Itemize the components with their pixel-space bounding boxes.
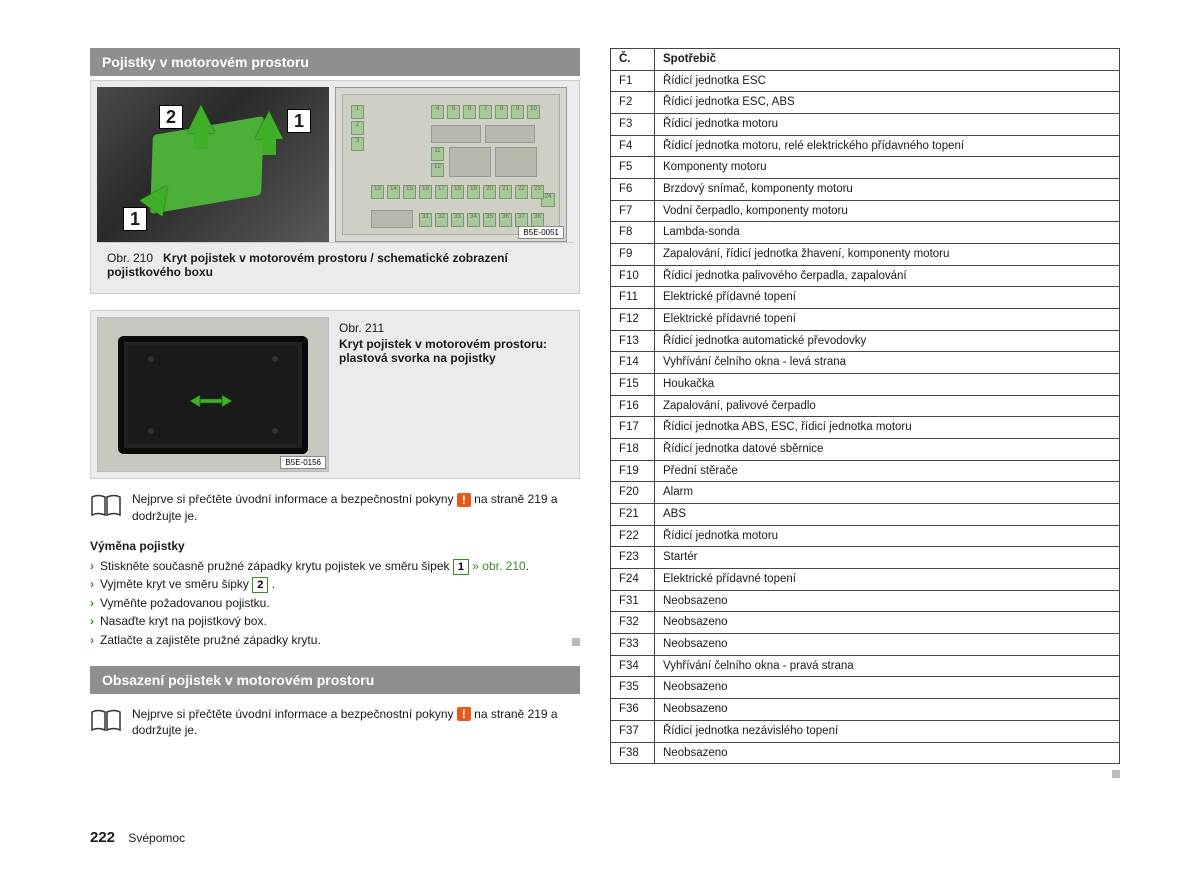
- section-header-fuses-engine: Pojistky v motorovém prostoru: [90, 48, 580, 76]
- figure-211-box: B5E-0156 Obr. 211 Kryt pojistek v motoro…: [90, 310, 580, 479]
- step-item: Stiskněte současně pružné západky krytu …: [90, 557, 580, 576]
- table-row: F16Zapalování, palivové čerpadlo: [611, 395, 1120, 417]
- figure-210-box: 2 1 1 11 12: [90, 80, 580, 294]
- step-item: Zatlačte a zajistěte pružné západky kryt…: [90, 631, 580, 650]
- figure-210-caption: Obr. 210 Kryt pojistek v motorovém prost…: [97, 242, 573, 287]
- step-item: Nasaďte kryt na pojistkový box.: [90, 612, 580, 631]
- table-row: F33Neobsazeno: [611, 634, 1120, 656]
- image-code-211: B5E-0156: [280, 456, 326, 469]
- table-row: F2Řídicí jednotka ESC, ABS: [611, 92, 1120, 114]
- steps-list: Stiskněte současně pružné západky krytu …: [90, 557, 580, 650]
- safety-note-2: Nejprve si přečtěte úvodní informace a b…: [90, 706, 580, 740]
- image-code-210: B5E-0051: [518, 226, 564, 239]
- figure-211-caption: Obr. 211 Kryt pojistek v motorovém prost…: [339, 317, 573, 365]
- table-row: F8Lambda-sonda: [611, 222, 1120, 244]
- table-row: F11Elektrické přídavné topení: [611, 287, 1120, 309]
- section-end-marker: [572, 638, 580, 646]
- step-item: Vyměňte požadovanou pojistku.: [90, 594, 580, 613]
- table-row: F14Vyhřívání čelního okna - levá strana: [611, 352, 1120, 374]
- left-column: Pojistky v motorovém prostoru 2 1 1: [90, 48, 580, 780]
- table-row: F34Vyhřívání čelního okna - pravá strana: [611, 655, 1120, 677]
- steps-heading: Výměna pojistky: [90, 539, 580, 553]
- table-row: F3Řídicí jednotka motoru: [611, 114, 1120, 136]
- table-row: F35Neobsazeno: [611, 677, 1120, 699]
- table-row: F1Řídicí jednotka ESC: [611, 70, 1120, 92]
- section-header-fuse-assignment: Obsazení pojistek v motorovém prostoru: [90, 666, 580, 694]
- figure-210-schematic: 11 12 24 123456789101314151617181920: [335, 87, 567, 242]
- table-row: F37Řídicí jednotka nezávislého topení: [611, 720, 1120, 742]
- page-number: 222: [90, 829, 115, 846]
- table-row: F19Přední stěrače: [611, 460, 1120, 482]
- clip-icon: [188, 391, 234, 411]
- warning-icon: !: [457, 707, 471, 721]
- table-row: F15Houkačka: [611, 374, 1120, 396]
- table-header-num: Č.: [611, 49, 655, 71]
- table-row: F36Neobsazeno: [611, 699, 1120, 721]
- table-row: F13Řídicí jednotka automatické převodovk…: [611, 330, 1120, 352]
- table-header-device: Spotřebič: [655, 49, 1120, 71]
- fuse-table: Č. Spotřebič F1Řídicí jednotka ESCF2Řídi…: [610, 48, 1120, 764]
- table-row: F4Řídicí jednotka motoru, relé elektrick…: [611, 135, 1120, 157]
- book-icon: [90, 491, 122, 525]
- table-row: F10Řídicí jednotka palivového čerpadla, …: [611, 265, 1120, 287]
- safety-note-1: Nejprve si přečtěte úvodní informace a b…: [90, 491, 580, 525]
- table-row: F9Zapalování, řídicí jednotka žhavení, k…: [611, 244, 1120, 266]
- warning-icon: !: [457, 493, 471, 507]
- table-row: F12Elektrické přídavné topení: [611, 309, 1120, 331]
- table-row: F31Neobsazeno: [611, 590, 1120, 612]
- table-row: F22Řídicí jednotka motoru: [611, 525, 1120, 547]
- table-row: F17Řídicí jednotka ABS, ESC, řídicí jedn…: [611, 417, 1120, 439]
- callout-1b: 1: [123, 207, 147, 231]
- figure-210-photo: 2 1 1: [97, 87, 329, 242]
- table-row: F18Řídicí jednotka datové sběrnice: [611, 439, 1120, 461]
- right-column: Č. Spotřebič F1Řídicí jednotka ESCF2Řídi…: [610, 48, 1120, 780]
- page-footer: 222 Svépomoc: [90, 829, 185, 846]
- callout-1a: 1: [287, 109, 311, 133]
- table-row: F21ABS: [611, 504, 1120, 526]
- figure-211-photo: B5E-0156: [97, 317, 329, 472]
- table-row: F6Brzdový snímač, komponenty motoru: [611, 179, 1120, 201]
- callout-2: 2: [159, 105, 183, 129]
- table-row: F32Neobsazeno: [611, 612, 1120, 634]
- step-item: Vyjměte kryt ve směru šipky 2 .: [90, 575, 580, 594]
- table-row: F5Komponenty motoru: [611, 157, 1120, 179]
- table-row: F23Startér: [611, 547, 1120, 569]
- table-row: F38Neobsazeno: [611, 742, 1120, 764]
- table-row: F24Elektrické přídavné topení: [611, 569, 1120, 591]
- footer-section: Svépomoc: [128, 831, 185, 845]
- table-row: F7Vodní čerpadlo, komponenty motoru: [611, 200, 1120, 222]
- table-row: F20Alarm: [611, 482, 1120, 504]
- section-end-marker: [1112, 770, 1120, 778]
- book-icon: [90, 706, 122, 740]
